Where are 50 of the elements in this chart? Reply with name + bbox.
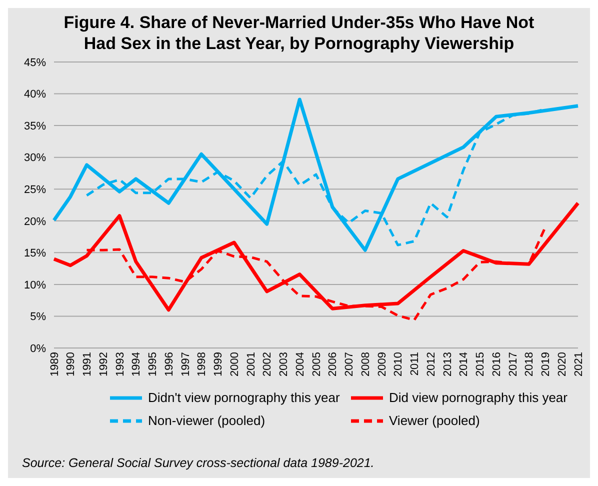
x-tick-label: 2008 [360,352,372,376]
y-tick-label: 35% [24,120,46,132]
y-tick-label: 20% [24,216,46,228]
x-tick-label: 2012 [425,352,438,376]
legend-label: Didn't view pornography this year [148,390,340,405]
legend-label: Did view pornography this year [389,390,568,405]
x-tick-label: 2014 [458,352,470,376]
x-tick-label: 1997 [180,352,192,376]
x-tick-label: 2019 [540,352,552,376]
x-tick-label: 2021 [572,352,585,376]
x-tick-label: 2013 [442,352,454,376]
x-tick-label: 1993 [114,352,126,376]
x-tick-label: 1996 [163,352,176,376]
x-tick-label: 1994 [130,352,143,376]
x-tick-label: 1991 [82,352,94,376]
x-tick-label: 1990 [65,352,78,376]
x-tick-label: 2017 [507,352,520,376]
y-tick-label: 40% [24,88,46,101]
legend-label: Non-viewer (pooled) [148,413,266,428]
y-tick-label: 15% [24,248,46,260]
x-tick-label: 2007 [344,352,356,376]
x-tick-label: 1999 [212,352,225,376]
line-series [52,98,580,252]
x-tick-label: 1992 [98,352,110,376]
x-tick-label: 2010 [392,352,405,376]
x-tick-label: 2018 [524,352,536,376]
legend-label: Viewer (pooled) [389,413,480,428]
x-tick-label: 2002 [262,352,274,376]
y-tick-label: 45% [24,56,46,69]
y-tick-label: 25% [24,184,46,196]
x-tick-label: 2020 [556,352,568,376]
x-tick-label: 2001 [245,352,258,376]
y-tick-label: 0% [30,342,46,355]
chart-title: Figure 4. Share of Never-Married Under-35s Who Have Not Had Sex in the Last Year, by Pornography Viewership [62,12,536,54]
x-tick-label: 2003 [278,352,290,376]
x-tick-label: 1995 [147,352,160,376]
y-tick-label: 30% [24,152,46,164]
x-tick-label: 1989 [48,352,61,376]
x-tick-label: 2009 [376,352,388,376]
x-tick-label: 2006 [327,352,340,376]
source-note: Source: General Social Survey cross-sectional data 1989-2021. [22,456,374,470]
x-tick-label: 2005 [310,352,323,376]
x-tick-label: 2015 [474,352,487,376]
x-tick-label: 2004 [294,352,306,376]
y-tick-label: 5% [30,311,46,324]
y-tick-label: 10% [24,279,46,292]
x-tick-label: 1998 [196,352,208,376]
x-tick-label: 2011 [409,352,422,376]
x-tick-label: 2000 [228,352,241,376]
x-tick-label: 2016 [490,352,503,376]
